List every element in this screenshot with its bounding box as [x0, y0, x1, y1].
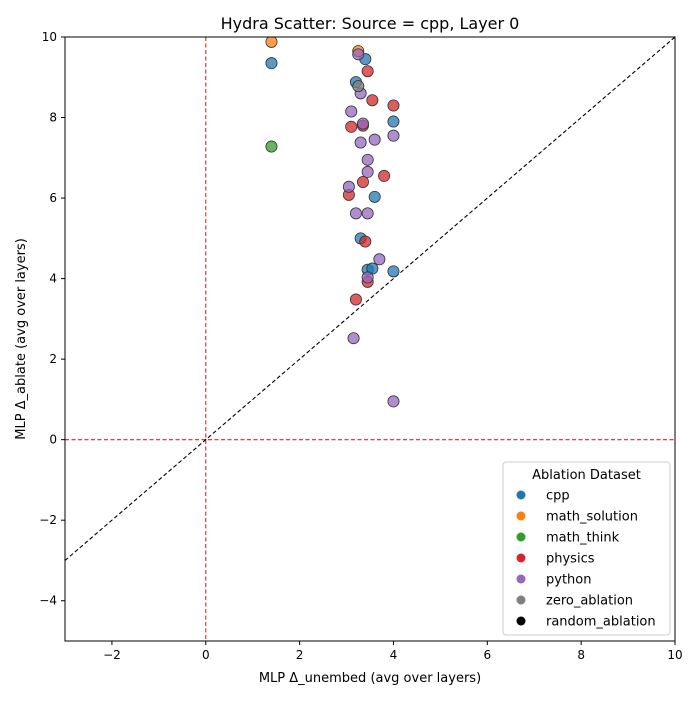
x-axis-label: MLP Δ_unembed (avg over layers) — [259, 671, 481, 686]
point-cpp — [368, 190, 381, 203]
x-tick-label: 6 — [483, 648, 491, 662]
point-physics — [356, 175, 369, 188]
point-physics — [345, 120, 358, 133]
point-math_solution — [265, 37, 278, 48]
legend-marker-math_think — [516, 532, 526, 542]
point-python — [345, 105, 358, 118]
data-points — [265, 37, 400, 408]
legend-box — [502, 461, 671, 636]
point-python — [342, 180, 355, 193]
y-tick-label: 4 — [49, 272, 57, 286]
point-python — [352, 48, 365, 61]
point-math_think — [265, 140, 278, 153]
y-tick-label: 6 — [49, 191, 57, 205]
point-python — [347, 332, 360, 345]
chart-title: Hydra Scatter: Source = cpp, Layer 0 — [221, 14, 520, 33]
point-python — [361, 165, 374, 178]
y-tick-label: 2 — [49, 352, 57, 366]
point-physics — [378, 169, 391, 182]
point-python — [349, 207, 362, 220]
point-physics — [387, 99, 400, 112]
point-cpp — [387, 115, 400, 128]
point-python — [356, 117, 369, 130]
x-tick-label: 10 — [667, 648, 682, 662]
y-tick-label: −4 — [39, 594, 57, 608]
legend-label-math_think: math_think — [546, 531, 620, 546]
point-python — [361, 153, 374, 166]
legend-label-physics: physics — [546, 552, 595, 567]
legend-title: Ablation Dataset — [532, 468, 641, 483]
point-zero_ablation — [352, 80, 365, 93]
legend-label-cpp: cpp — [546, 489, 570, 504]
legend-marker-math_solution — [516, 511, 526, 521]
x-tick-label: 4 — [390, 648, 398, 662]
x-tick-label: 8 — [577, 648, 585, 662]
point-cpp — [387, 265, 400, 278]
legend-marker-python — [516, 574, 526, 584]
point-python — [373, 253, 386, 266]
y-axis-label: MLP Δ_ablate (avg over layers) — [14, 238, 29, 440]
point-physics — [361, 65, 374, 78]
legend-label-zero_ablation: zero_ablation — [546, 594, 633, 609]
point-python — [387, 395, 400, 408]
x-tick-label: 0 — [202, 648, 210, 662]
y-tick-label: 8 — [49, 111, 57, 125]
legend-label-math_solution: math_solution — [546, 510, 638, 525]
reference-lines — [65, 37, 675, 641]
legend-marker-zero_ablation — [516, 595, 526, 605]
point-physics — [366, 94, 379, 107]
point-python — [354, 136, 367, 149]
axes-frame — [64, 36, 676, 642]
plot-area: −2 0 2 4 6 8 10 −4 −2 0 2 4 6 8 10 — [39, 30, 682, 662]
y-tick-label: −2 — [39, 513, 57, 527]
point-python — [368, 133, 381, 146]
y-tick-label: 10 — [42, 30, 57, 44]
legend-label-python: python — [546, 573, 591, 588]
identity-diagonal-line — [65, 37, 675, 561]
point-python — [361, 207, 374, 220]
legend-marker-physics — [516, 553, 526, 563]
y-tick-label: 0 — [49, 433, 57, 447]
legend: Ablation Dataset cpp math_solution math_thi… — [502, 461, 671, 636]
legend-marker-cpp — [516, 490, 526, 500]
point-python — [387, 129, 400, 142]
x-tick-label: −2 — [103, 648, 121, 662]
point-physics — [349, 293, 362, 306]
x-tick-label: 2 — [296, 648, 304, 662]
point-python — [361, 271, 374, 284]
legend-label-random_ablation: random_ablation — [546, 615, 656, 630]
legend-marker-random_ablation — [516, 616, 526, 626]
point-cpp — [265, 57, 278, 70]
point-physics — [359, 235, 372, 248]
